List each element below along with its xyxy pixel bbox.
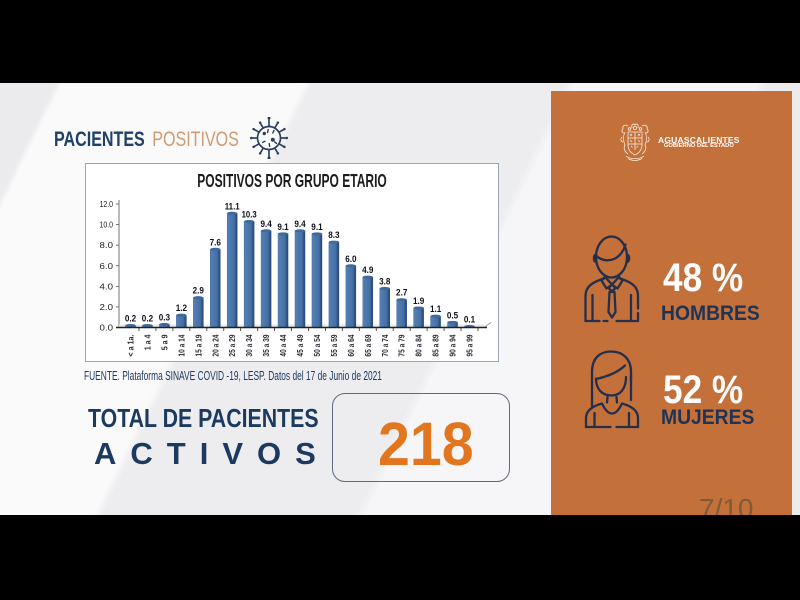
svg-text:9.1: 9.1 <box>311 222 322 232</box>
svg-text:6.0: 6.0 <box>100 261 114 271</box>
svg-text:90 a 94: 90 a 94 <box>449 334 458 357</box>
svg-text:0.1: 0.1 <box>464 314 475 324</box>
svg-text:7.6: 7.6 <box>210 237 221 247</box>
svg-text:1.1: 1.1 <box>430 304 441 314</box>
svg-text:6.0: 6.0 <box>345 254 356 264</box>
svg-text:8.0: 8.0 <box>100 240 114 250</box>
svg-text:60 a 64: 60 a 64 <box>347 334 356 357</box>
svg-text:5 a 9: 5 a 9 <box>160 334 169 350</box>
svg-text:10.3: 10.3 <box>242 209 257 219</box>
svg-text:0.2: 0.2 <box>125 313 136 323</box>
svg-text:< a 1a.: < a 1a. <box>127 335 136 357</box>
svg-text:50 a 54: 50 a 54 <box>313 334 322 357</box>
svg-text:4.9: 4.9 <box>362 265 373 275</box>
svg-text:11.1: 11.1 <box>225 201 240 211</box>
svg-text:10.0: 10.0 <box>100 220 114 230</box>
svg-text:30 a 34: 30 a 34 <box>245 334 254 357</box>
svg-text:4.0: 4.0 <box>100 281 114 291</box>
svg-text:20 a 24: 20 a 24 <box>211 334 220 357</box>
svg-text:2.7: 2.7 <box>396 288 407 298</box>
svg-text:0.2: 0.2 <box>142 313 153 323</box>
svg-text:25 a 29: 25 a 29 <box>228 334 237 357</box>
svg-text:85 a 89: 85 a 89 <box>432 334 441 357</box>
svg-text:10 a 14: 10 a 14 <box>177 334 186 357</box>
svg-text:1.2: 1.2 <box>176 303 187 313</box>
svg-text:55 a 59: 55 a 59 <box>330 334 339 357</box>
svg-text:95 a 99: 95 a 99 <box>466 334 475 357</box>
svg-text:70 a 74: 70 a 74 <box>381 334 390 357</box>
svg-text:9.1: 9.1 <box>277 222 288 232</box>
svg-text:15 a 19: 15 a 19 <box>194 334 203 357</box>
svg-text:9.4: 9.4 <box>294 219 305 229</box>
svg-text:0.3: 0.3 <box>159 312 170 322</box>
svg-text:75 a 79: 75 a 79 <box>398 334 407 357</box>
svg-text:45 a 49: 45 a 49 <box>296 334 305 357</box>
svg-text:1 a 4: 1 a 4 <box>143 334 152 350</box>
svg-text:9.4: 9.4 <box>260 219 271 229</box>
svg-text:2.9: 2.9 <box>193 286 204 296</box>
svg-text:1.9: 1.9 <box>413 296 424 306</box>
svg-text:8.3: 8.3 <box>328 230 339 240</box>
svg-text:0.0: 0.0 <box>100 323 114 333</box>
svg-text:80 a 84: 80 a 84 <box>415 334 424 357</box>
svg-text:0.5: 0.5 <box>447 310 458 320</box>
svg-text:65 a 69: 65 a 69 <box>364 334 373 357</box>
svg-text:2.0: 2.0 <box>100 302 114 312</box>
svg-text:3.8: 3.8 <box>379 276 390 286</box>
svg-text:12.0: 12.0 <box>100 199 114 209</box>
svg-text:40 a 44: 40 a 44 <box>279 334 288 357</box>
svg-text:35 a 39: 35 a 39 <box>262 334 271 357</box>
